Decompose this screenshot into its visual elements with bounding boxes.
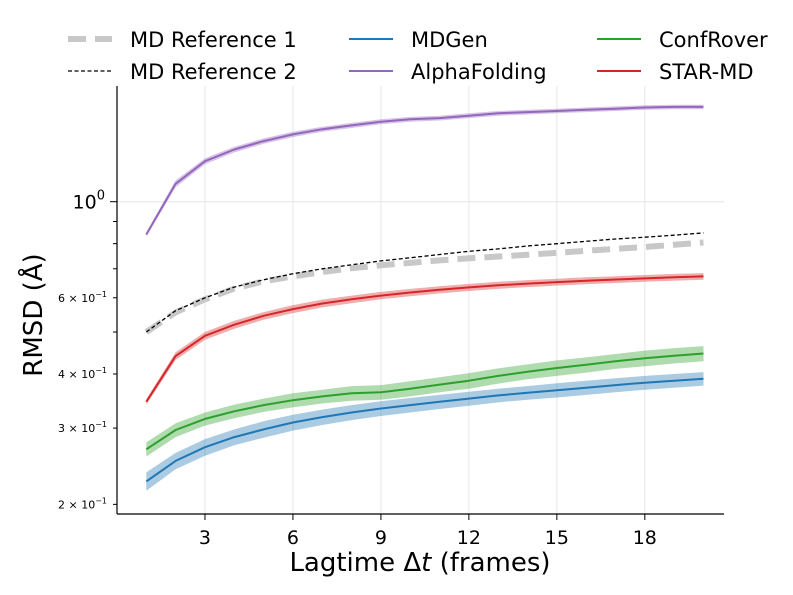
legend-item-mdgen: MDGen: [349, 28, 488, 52]
x-axis-label: Lagtime Δt (frames): [289, 548, 550, 578]
line-alphafolding: [145, 105, 704, 236]
legend-label-md-reference-1: MD Reference 1: [130, 28, 297, 52]
legend-item-md-reference-1: MD Reference 1: [68, 28, 297, 52]
x-tick-label: 18: [633, 527, 657, 549]
x-tick-label: 9: [375, 527, 387, 549]
legend: MD Reference 1 MD Reference 2 MDGen AlphaFo…: [68, 28, 768, 84]
legend-label-star-md: STAR-MD: [659, 60, 754, 84]
y-tick-label-minor: 6 × 10−1: [58, 290, 107, 305]
y-tick-label-minor: 4 × 10−1: [58, 366, 107, 381]
band-alphafolding: [146, 104, 704, 237]
line-confrover: [145, 352, 704, 451]
line-md-reference-2: [145, 232, 704, 333]
legend-item-star-md: STAR-MD: [597, 60, 754, 84]
band-confrover: [146, 346, 704, 457]
legend-label-mdgen: MDGen: [411, 28, 488, 52]
legend-item-confrover: ConfRover: [597, 28, 768, 52]
y-tick-label-minor: 2 × 10−1: [58, 496, 107, 511]
y-axis-label: RMSD (Å): [17, 253, 49, 376]
x-tick-label: 3: [199, 527, 211, 549]
series-lines: [144, 105, 704, 483]
confidence-bands: [146, 104, 704, 491]
x-tick-label: 12: [457, 527, 481, 549]
legend-label-alphafolding: AlphaFolding: [411, 60, 547, 84]
grid: [117, 86, 724, 514]
x-tick-label: 15: [545, 527, 569, 549]
x-tick-label: 6: [287, 527, 299, 549]
x-axis-label-unit: (frames): [431, 548, 550, 578]
y-tick-label-major: 100: [73, 189, 105, 214]
x-axis-label-var: t: [421, 548, 432, 578]
legend-label-confrover: ConfRover: [659, 28, 768, 52]
legend-item-md-reference-2: MD Reference 2: [68, 60, 297, 84]
axes: [116, 86, 724, 515]
legend-label-md-reference-2: MD Reference 2: [130, 60, 297, 84]
x-axis-label-main: Lagtime Δ: [289, 548, 421, 578]
line-mdgen: [145, 377, 704, 483]
legend-item-alphafolding: AlphaFolding: [349, 60, 547, 84]
line-star-md: [145, 275, 704, 403]
ticks: 3 6 9 12 15 18 100 2 × 10−1 3 × 10−1 4 × 10−1 6 × …: [58, 189, 657, 549]
y-tick-label-minor: 3 × 10−1: [58, 420, 107, 435]
